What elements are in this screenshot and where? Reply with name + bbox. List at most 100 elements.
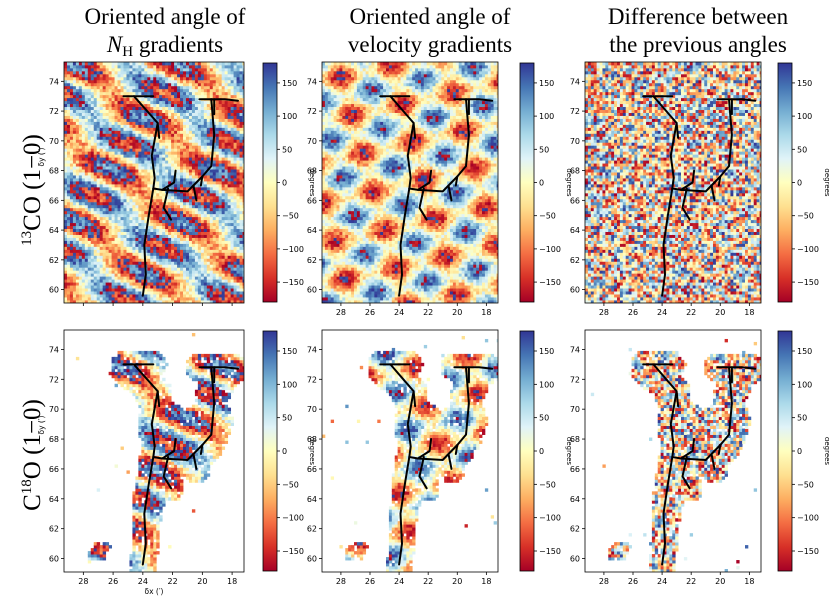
heatmap-cell: [215, 294, 220, 298]
heatmap-cell: [108, 118, 113, 122]
heatmap-cell: [72, 276, 77, 280]
heatmap-cell: [156, 163, 160, 167]
heatmap-cell: [64, 79, 68, 84]
heatmap-cell: [171, 175, 175, 179]
heatmap-cell: [162, 252, 166, 256]
heatmap-cell: [64, 64, 68, 69]
heatmap-cell: [90, 267, 95, 271]
heatmap-cell: [144, 139, 148, 143]
heatmap-cell: [227, 79, 232, 84]
heatmap-cell: [72, 243, 77, 247]
heatmap-cell: [153, 228, 157, 232]
heatmap-cell: [120, 145, 124, 149]
heatmap-cell: [123, 106, 127, 111]
heatmap-cell: [150, 255, 154, 259]
heatmap-cell: [102, 181, 107, 185]
heatmap-cell: [159, 237, 163, 241]
heatmap-cell: [197, 139, 202, 143]
heatmap-cell: [96, 103, 101, 108]
heatmap-cell: [144, 76, 148, 81]
heatmap-cell: [180, 234, 184, 238]
heatmap-cell: [126, 64, 130, 69]
heatmap-cell: [72, 291, 77, 295]
heatmap-cell: [242, 121, 244, 125]
heatmap-cell: [221, 210, 226, 215]
heatmap-cell: [162, 228, 166, 232]
heatmap-cell: [188, 70, 193, 75]
heatmap-cell: [242, 240, 244, 244]
heatmap-cell: [129, 154, 133, 158]
heatmap-cell: [150, 91, 154, 96]
heatmap-cell: [129, 109, 133, 113]
column-title-1-suffix: gradients: [133, 32, 223, 57]
heatmap-cell: [224, 204, 229, 209]
heatmap-cell: [209, 76, 214, 81]
heatmap-cell: [165, 273, 169, 277]
heatmap-cell: [171, 124, 175, 128]
heatmap-cell: [126, 207, 130, 212]
heatmap-cell: [96, 133, 101, 137]
heatmap-cell: [75, 133, 80, 137]
heatmap-cell: [203, 225, 208, 230]
heatmap-cell: [150, 169, 154, 173]
heatmap-cell: [144, 172, 148, 176]
heatmap-cell: [159, 195, 163, 200]
heatmap-cell: [135, 222, 139, 227]
heatmap-cell: [236, 234, 240, 238]
heatmap-cell: [135, 210, 139, 215]
heatmap-cell: [218, 100, 223, 105]
heatmap-cell: [227, 201, 232, 206]
heatmap-cell: [129, 163, 133, 167]
heatmap-cell: [218, 73, 223, 78]
heatmap-cell: [102, 70, 107, 75]
heatmap-cell: [147, 175, 151, 179]
heatmap-cell: [239, 85, 243, 90]
heatmap-cell: [188, 94, 193, 99]
heatmap-cell: [64, 210, 68, 215]
heatmap-cell: [197, 160, 202, 164]
heatmap-cell: [147, 219, 151, 224]
heatmap-cell: [84, 163, 89, 167]
heatmap-cell: [168, 73, 172, 78]
heatmap-cell: [87, 294, 92, 298]
heatmap-cell: [135, 294, 139, 298]
heatmap-cell: [194, 279, 199, 283]
heatmap-cell: [212, 163, 217, 167]
heatmap-cell: [135, 64, 139, 69]
heatmap-cell: [185, 249, 190, 253]
heatmap-cell: [153, 255, 157, 259]
heatmap-cell: [120, 195, 124, 200]
heatmap-cell: [227, 73, 232, 78]
heatmap-cell: [96, 183, 101, 188]
heatmap-cell: [174, 198, 178, 203]
heatmap-cell: [177, 97, 181, 102]
heatmap-cell: [215, 222, 220, 227]
heatmap-cell: [120, 252, 124, 256]
heatmap-cell: [108, 91, 113, 96]
heatmap-cell: [165, 207, 169, 212]
heatmap-cell: [123, 249, 127, 253]
heatmap-cell: [141, 189, 145, 194]
heatmap-cell: [81, 207, 86, 212]
heatmap-cell: [120, 279, 124, 283]
heatmap-cell: [93, 258, 98, 262]
heatmap-cell: [156, 297, 160, 301]
heatmap-cell: [114, 255, 118, 259]
heatmap-cell: [183, 94, 187, 99]
heatmap-cell: [188, 62, 193, 66]
heatmap-cell: [209, 264, 214, 268]
heatmap-cell: [138, 154, 142, 158]
heatmap-cell: [78, 109, 83, 113]
heatmap-cell: [99, 204, 104, 209]
heatmap-cell: [218, 222, 223, 227]
heatmap-cell: [138, 85, 142, 90]
heatmap-cell: [138, 300, 142, 303]
heatmap-cell: [90, 231, 95, 235]
heatmap-cell: [105, 276, 110, 280]
heatmap-cell: [96, 273, 101, 277]
heatmap-cell: [64, 297, 68, 301]
heatmap-cell: [203, 67, 208, 72]
heatmap-cell: [90, 70, 95, 75]
heatmap-cell: [64, 148, 68, 152]
